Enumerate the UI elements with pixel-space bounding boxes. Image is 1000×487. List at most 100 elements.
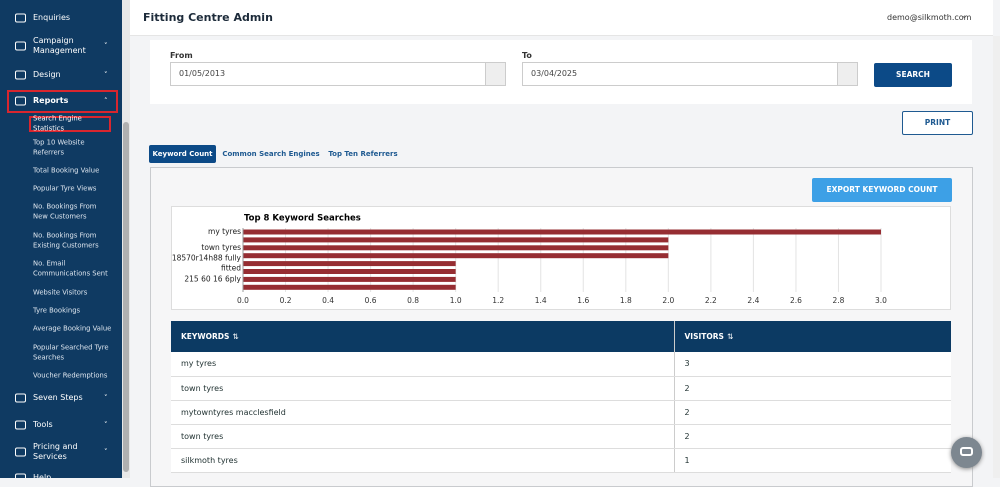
to-value: 03/04/2025 [531,69,578,78]
y-tick-label: my tyres [208,227,241,236]
to-label: To [522,51,532,60]
column-header[interactable]: KEYWORDS ⇅ [171,321,674,352]
filter-card: From 01/05/2013 To 03/04/2025 SEARCH [150,40,972,104]
from-label: From [170,51,193,60]
nav-icon [15,13,26,23]
submenu-item[interactable]: No. Bookings From Existing Customers [33,231,99,250]
chevron: ⌄ [961,11,968,20]
sidebar: Enquiries Campaign Management ˅ Design ˅ Repo… [0,0,122,478]
x-tick-label: 2.4 [747,296,759,305]
nav-icon [15,473,26,478]
from-input[interactable]: 01/05/2013 [170,62,506,86]
nav-icon [15,393,26,403]
header-text: VISITORS [684,332,724,341]
nav-item[interactable]: Design [33,70,61,79]
x-tick-label: 0.6 [365,296,377,305]
submenu-item[interactable]: Total Booking Value [33,166,100,175]
nav-item[interactable]: Campaign Management [33,36,86,55]
table-cell: 2 [673,424,951,449]
chevron: ˅ [104,71,108,79]
table-row: town tyres 2 [171,424,951,449]
x-tick-label: 1.0 [450,296,462,305]
x-tick-label: 1.8 [620,296,632,305]
nav-item[interactable]: Pricing and Services [33,442,78,461]
x-tick-label: 0.0 [237,296,249,305]
submenu-item[interactable]: Voucher Redemptions [33,371,108,380]
x-tick-label: 2.8 [832,296,844,305]
bar [243,261,456,267]
submenu-item[interactable]: Popular Tyre Views [33,184,97,193]
chevron: ˅ [104,421,108,429]
sort-icon: ⇅ [726,332,734,341]
print-button[interactable]: PRINT [902,111,973,135]
table-cell: silkmoth tyres [171,448,674,473]
submenu-item[interactable]: No. Bookings From New Customers [33,202,97,221]
bar [243,229,881,235]
top-bar: Fitting Centre Admin demo@silkmoth.com ⌄ [130,0,993,36]
search-button[interactable]: SEARCH [874,63,952,87]
nav-item[interactable]: Enquiries [33,13,71,22]
table-cell: town tyres [171,424,674,449]
x-tick-label: 0.8 [407,296,419,305]
nav-item[interactable]: Seven Steps [33,393,83,402]
table-cell: 1 [673,448,951,473]
chart-title: Top 8 Keyword Searches [244,214,361,224]
from-value: 01/05/2013 [179,69,226,78]
nav-item[interactable]: Tools [33,420,53,429]
tab[interactable]: Keyword Count [149,145,216,163]
nav-item[interactable]: Reports [33,96,69,105]
export-button[interactable]: EXPORT KEYWORD COUNT [812,178,952,202]
column-header[interactable]: VISITORS ⇅ [673,321,951,352]
tab[interactable]: Common Search Engines [222,150,320,158]
x-tick-label: 1.4 [535,296,547,305]
nav-icon [15,447,26,457]
keyword-table: KEYWORDS ⇅ VISITORS ⇅ my tyres 3 town tyres 2 my… [171,321,951,473]
table-cell: 2 [673,400,951,425]
chat-button[interactable] [951,437,982,468]
calendar-icon[interactable] [837,63,857,85]
chevron: ˄ [104,97,108,105]
submenu-item[interactable]: Tyre Bookings [33,306,81,315]
nav-icon [15,70,26,80]
nav-item[interactable]: Help [33,473,52,478]
x-tick-label: 1.6 [577,296,589,305]
x-tick-label: 2.2 [705,296,717,305]
calendar-icon[interactable] [485,63,505,85]
table-row: mytowntyres macclesfield 2 [171,400,951,425]
user-menu[interactable]: demo@silkmoth.com [887,13,972,22]
bar [243,269,456,274]
submenu-item[interactable]: Popular Searched Tyre Searches [33,343,109,362]
x-tick-label: 2.0 [662,296,674,305]
table-cell: 3 [673,352,951,377]
x-tick-label: 0.4 [322,296,334,305]
y-tick-label: town tyres [201,243,241,252]
chart: Top 8 Keyword Searches 0.0 0.2 0.4 0.6 0.8 1.… [171,206,951,310]
submenu-item[interactable]: Search Engine Statistics [33,114,82,133]
nav-icon [15,420,26,430]
nav-icon [15,41,26,51]
chevron: ˅ [104,42,108,50]
nav-icon [15,96,26,106]
scroll-thumb[interactable] [123,122,129,472]
header-text: KEYWORDS [181,332,230,341]
chat-icon [960,447,973,456]
tab[interactable]: Top Ten Referrers [328,150,398,158]
bar [243,276,456,282]
submenu-item[interactable]: Website Visitors [33,288,88,297]
bar [243,245,669,251]
y-tick-label: 18570r14h88 fully fitted [172,254,242,273]
x-tick-label: 1.2 [492,296,504,305]
bar [243,253,669,259]
y-tick-label: 215 60 16 6ply [184,274,241,283]
bar [243,237,669,243]
table-cell: my tyres [171,352,674,377]
bar [243,284,456,290]
submenu-item[interactable]: Average Booking Value [33,324,112,333]
chevron: ˅ [104,448,108,456]
to-input[interactable]: 03/04/2025 [522,62,858,86]
submenu-item[interactable]: Top 10 Website Referrers [33,138,85,157]
table-cell: town tyres [171,376,674,401]
table-cell: mytowntyres macclesfield [171,400,674,425]
submenu-item[interactable]: No. Email Communications Sent [33,259,108,278]
